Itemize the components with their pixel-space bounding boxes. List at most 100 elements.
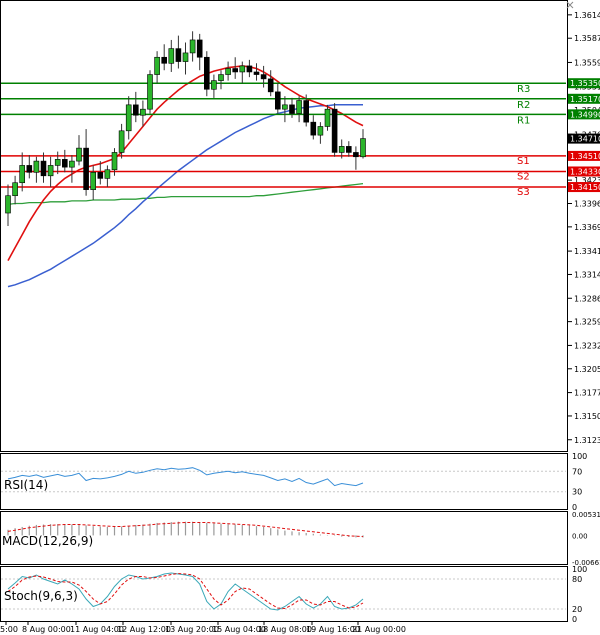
candle-body-bull [282,104,288,110]
level-label-r1: R1 [517,115,530,126]
level-price-value: 1.34150 [570,183,600,192]
current-price-value: 1.34710 [570,135,600,144]
candle-body-bull [33,160,40,173]
candle [182,42,189,75]
level-price-value: 1.34510 [570,152,600,161]
candle-body-bear [61,159,68,168]
candle [289,97,295,118]
candle-body-bear [83,147,89,190]
macd-tick-label: 0.00 [572,532,588,540]
candle-body-bull [69,160,75,168]
candle [111,148,118,176]
candle-body-bear [289,104,295,114]
price-tick-label: 1.32050 [574,365,600,374]
candle [274,83,281,114]
macd-panel: 0.005316 0.00 -0.006611 MACD(12,26,9) [0,511,600,567]
ma-red-path [7,65,364,261]
rsi-indicator: 100 70 30 0 [1,452,587,512]
candle [204,51,210,97]
candle [282,96,288,123]
level-price-value: 1.34330 [570,167,600,176]
price-tick-label: 1.33410 [574,247,600,256]
candle [175,35,182,69]
candle [54,151,61,175]
candle-body-bear [133,104,139,116]
candle-body-bull [140,108,146,116]
ma-green-path [7,182,364,206]
candle [26,155,33,179]
stoch-tick-label: 0 [572,615,577,624]
price-tick-label: 1.33960 [574,200,600,209]
candle [310,115,317,140]
candle-body-bear [274,91,281,110]
candle-body-bull [239,65,246,73]
rsi-tick-label: 100 [572,452,587,461]
macd-indicator: 0.005316 0.00 -0.006611 [7,511,600,567]
candle [218,70,224,90]
window-control-icon [566,1,574,9]
price-tick-label: 1.33690 [574,223,600,232]
candle-body-bear [353,152,359,158]
candle [40,152,47,183]
candle [239,61,246,84]
level-price-value: 1.35350 [570,79,600,88]
candle [140,100,146,127]
level-label-s2: S2 [517,171,530,182]
price-tick-label: 1.32865 [574,294,600,303]
current-price-tag [568,133,600,144]
candle [296,96,302,123]
candle-body-bull [19,165,26,184]
candle-body-bull [324,108,331,127]
ma-red-line [7,65,364,261]
candle [161,44,167,71]
candle [260,65,267,88]
candle [324,104,331,131]
candle [69,155,75,183]
price-panel-frame [0,0,568,452]
candle [196,33,203,71]
candle [5,184,11,226]
candle-body-bull [54,159,61,166]
price-tick-label: 1.31230 [574,436,600,445]
price-panel: 1.361401.358701.355901.353101.350401.347… [0,0,600,452]
candle [232,57,238,79]
candle [225,61,231,81]
candle-body-bear [232,68,238,73]
candle [317,122,324,144]
current-price-marker: 1.34710 [568,133,600,144]
candle-body-bull [5,195,11,214]
level-price-tag [568,166,600,177]
candle [33,156,40,183]
candle [76,135,82,166]
candle [253,63,260,81]
candle-body-bear [26,165,33,173]
price-tick-label: 1.35590 [574,58,600,67]
level-price-tag [568,93,600,104]
candle-body-bear [303,100,310,123]
candle-body-bear [161,56,167,64]
candle-body-bull [104,169,111,179]
level-label-s1: S1 [517,156,530,167]
time-tick-label: 19 Aug 16:00 [306,625,360,634]
candle-body-bull [211,80,217,90]
macd-tick-label: -0.006611 [572,559,600,567]
rsi-panel: 100 70 30 0 RSI(14) [0,452,587,512]
time-tick-label: 12 Aug 12:00 [117,625,171,634]
macd-tick-label: 0.005316 [572,511,600,519]
stoch-label: Stoch(9,6,3) [4,589,78,603]
candle-body-bear [40,160,47,177]
candle [168,39,175,72]
candle [118,123,125,159]
candle-body-bull [76,147,82,162]
rsi-tick-label: 70 [572,467,582,476]
candle-body-bear [204,56,210,90]
candle-body-bull [125,104,132,132]
candle-body-bull [47,165,54,177]
price-tick-label: 1.32595 [574,318,600,327]
candle-body-bull [218,74,224,81]
candle [97,161,104,185]
time-tick-label: 5:00 [0,625,18,634]
price-tick-label: 1.34230 [574,176,600,185]
macd-panel-frame [0,511,568,565]
